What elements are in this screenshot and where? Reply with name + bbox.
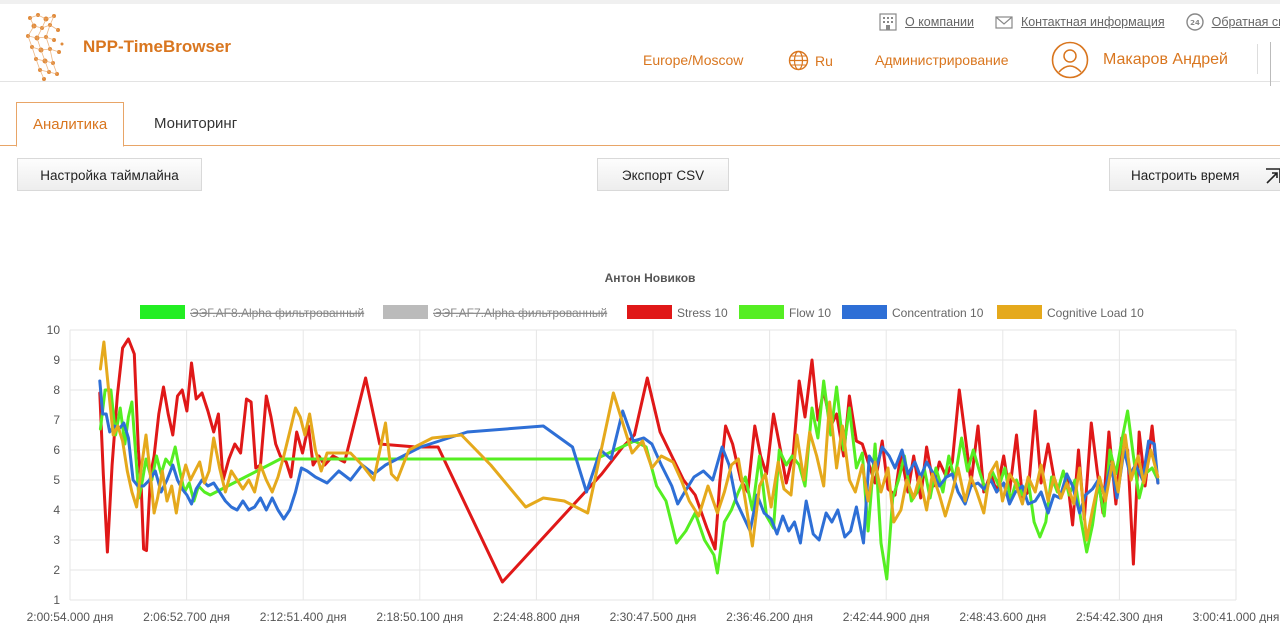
legend-swatch	[739, 305, 784, 319]
legend-item[interactable]: Stress 10	[627, 305, 728, 320]
logo-map-icon[interactable]	[20, 10, 70, 84]
y-tick-label: 9	[53, 353, 60, 367]
about-link[interactable]: О компании	[878, 13, 974, 31]
tab-monitoring[interactable]: Мониторинг	[154, 115, 238, 132]
building-icon	[879, 13, 897, 31]
x-tick-label: 2:18:50.100 дня	[376, 610, 463, 623]
legend-label: Concentration 10	[892, 306, 984, 320]
feedback-link-label: Обратная св	[1211, 15, 1280, 29]
x-tick-label: 2:54:42.300 дня	[1076, 610, 1163, 623]
legend-swatch	[842, 305, 887, 319]
legend-label: Cognitive Load 10	[1047, 306, 1144, 320]
about-link-label: О компании	[905, 15, 974, 29]
set-time-label: Настроить время	[1131, 168, 1240, 183]
expand-icon	[1266, 168, 1280, 184]
header-edge-divider	[1270, 42, 1271, 86]
language-label: Ru	[815, 52, 833, 69]
chart-series	[98, 337, 1160, 584]
legend-label: ЭЭГ.AF8.Alpha фильтрованный	[190, 306, 364, 320]
y-tick-label: 7	[53, 413, 60, 427]
y-tick-label: 5	[53, 473, 60, 487]
user-name[interactable]: Макаров Андрей	[1103, 51, 1228, 68]
y-tick-label: 10	[47, 323, 61, 337]
x-tick-label: 3:00:41.000 дня	[1193, 610, 1280, 623]
y-axis: 1 2 3 4 5 6 7 8 9 10	[47, 323, 61, 607]
y-tick-label: 4	[53, 503, 60, 517]
language-selector[interactable]: Ru	[788, 50, 833, 71]
x-tick-label: 2:30:47.500 дня	[610, 610, 697, 623]
series-line-stress-10[interactable]	[98, 337, 1160, 584]
y-tick-label: 1	[53, 593, 60, 607]
legend-label: Flow 10	[789, 306, 831, 320]
chart-title: Антон Новиков	[605, 271, 696, 285]
support-24-icon: 24	[1185, 13, 1204, 31]
legend-item[interactable]: ЭЭГ.AF7.Alpha фильтрованный	[383, 305, 607, 320]
y-tick-label: 6	[53, 443, 60, 457]
legend-item[interactable]: Concentration 10	[842, 305, 984, 320]
x-tick-label: 2:00:54.000 дня	[27, 610, 114, 623]
legend-item[interactable]: Flow 10	[739, 305, 831, 320]
header: NPP-TimeBrowser О компании Контактная ин…	[0, 0, 1280, 86]
svg-text:24: 24	[1190, 19, 1200, 27]
legend-swatch	[627, 305, 672, 319]
legend-swatch	[140, 305, 185, 319]
globe-icon	[788, 50, 809, 71]
legend-item[interactable]: ЭЭГ.AF8.Alpha фильтрованный	[140, 305, 364, 320]
envelope-icon	[995, 16, 1013, 29]
timezone-selector[interactable]: Europe/Moscow	[643, 52, 744, 68]
x-tick-label: 2:06:52.700 дня	[143, 610, 230, 623]
admin-link[interactable]: Администрирование	[875, 52, 1009, 68]
legend-label: ЭЭГ.AF7.Alpha фильтрованный	[433, 306, 607, 320]
x-tick-label: 2:42:44.900 дня	[843, 610, 930, 623]
contacts-link-label: Контактная информация	[1020, 15, 1165, 29]
header-divider	[1257, 44, 1258, 74]
tab-bar: Аналитика Мониторинг	[0, 100, 1280, 147]
x-tick-label: 2:24:48.800 дня	[493, 610, 580, 623]
y-tick-label: 2	[53, 563, 60, 577]
x-tick-label: 2:36:46.200 дня	[726, 610, 813, 623]
timeline-settings-button[interactable]: Настройка таймлайна	[17, 158, 202, 191]
x-tick-label: 2:12:51.400 дня	[260, 610, 347, 623]
y-tick-label: 8	[53, 383, 60, 397]
app-title[interactable]: NPP-TimeBrowser	[83, 37, 232, 56]
set-time-button[interactable]: Настроить время	[1109, 158, 1280, 191]
series-line-concentration-10[interactable]	[98, 379, 1160, 545]
chart-legend: ЭЭГ.AF8.Alpha фильтрованный ЭЭГ.AF7.Alpha…	[140, 305, 1144, 320]
export-csv-button[interactable]: Экспорт CSV	[597, 158, 729, 191]
y-tick-label: 3	[53, 533, 60, 547]
series-line-cognitive-load-10[interactable]	[98, 340, 1160, 548]
x-tick-label: 2:48:43.600 дня	[959, 610, 1046, 623]
legend-swatch	[997, 305, 1042, 319]
contacts-link[interactable]: Контактная информация	[994, 13, 1165, 31]
legend-swatch	[383, 305, 428, 319]
x-axis: 2:00:54.000 дня 2:06:52.700 дня 2:12:51.40…	[27, 610, 1280, 623]
legend-label: Stress 10	[677, 306, 728, 320]
feedback-link[interactable]: 24 Обратная св	[1185, 13, 1280, 31]
user-avatar-icon[interactable]	[1051, 41, 1089, 79]
top-links: О компании Контактная информация 24 Обра…	[878, 13, 1280, 31]
tab-analytics[interactable]: Аналитика	[16, 102, 125, 147]
legend-item[interactable]: Cognitive Load 10	[997, 305, 1144, 320]
line-chart: Антон Новиков ЭЭГ.AF8.Alpha фильтрованны…	[27, 271, 1280, 623]
